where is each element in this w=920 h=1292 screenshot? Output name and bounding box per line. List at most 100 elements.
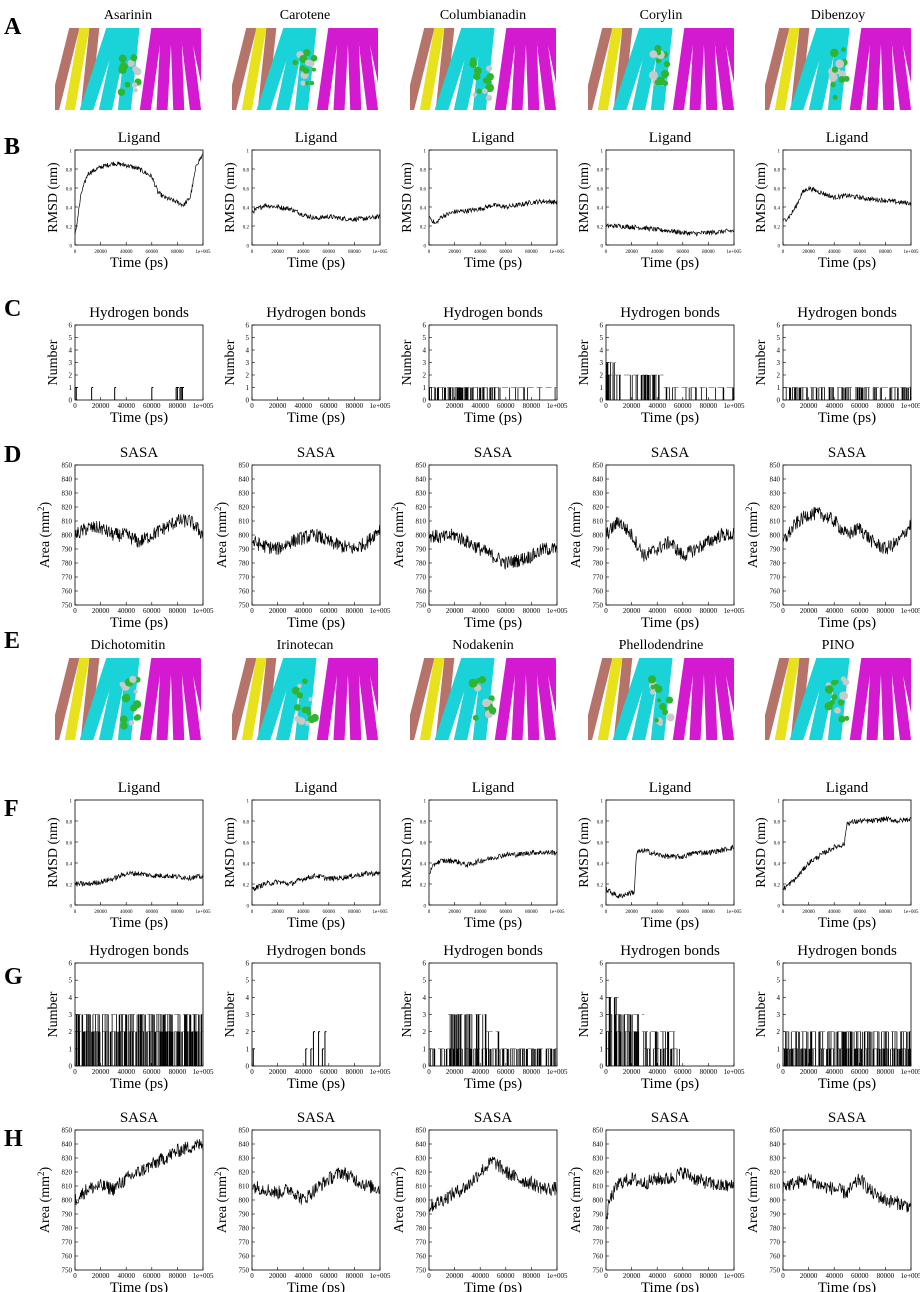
structure-image bbox=[588, 658, 734, 740]
x-tick-label: 80000 bbox=[877, 1272, 895, 1280]
y-tick-label: 790 bbox=[770, 546, 781, 554]
y-tick-label: 0 bbox=[778, 905, 781, 910]
helix-left bbox=[232, 28, 257, 110]
x-tick-label: 1e+005 bbox=[192, 402, 214, 410]
x-tick-label: 80000 bbox=[348, 910, 361, 915]
plot-frame bbox=[428, 149, 558, 246]
y-tick-label: 810 bbox=[62, 1183, 73, 1191]
helix-cyan bbox=[275, 28, 307, 110]
helix-magenta bbox=[333, 28, 350, 110]
x-tick-label: 0 bbox=[74, 250, 77, 255]
ligand-atom bbox=[128, 720, 135, 726]
ligand-atom bbox=[133, 715, 139, 721]
x-tick-label: 1e+005 bbox=[900, 402, 920, 410]
plot-F-irinotecan: Ligand 0 0.2 0.4 0.6 0.8 1 0 20000 40000 60000 8000… bbox=[223, 780, 388, 931]
plot-title: Hydrogen bonds bbox=[266, 305, 366, 321]
x-axis-label: Time (ps) bbox=[818, 410, 876, 426]
y-axis-label-sup: 2 bbox=[567, 507, 577, 512]
y-tick-label: 800 bbox=[770, 1197, 781, 1205]
plot-G-nodakenin: Hydrogen bonds 0 1 2 3 4 5 6 0 20000 40000 60000 800… bbox=[400, 943, 568, 1092]
y-axis-label: Area (mm2) bbox=[567, 502, 584, 569]
y-tick-label: 790 bbox=[416, 546, 427, 554]
y-axis-label: RMSD (nm) bbox=[754, 162, 769, 233]
helix-cyan bbox=[434, 28, 474, 110]
y-tick-label: 3 bbox=[246, 1011, 250, 1019]
y-tick-label: 0.8 bbox=[597, 821, 604, 826]
helix-magenta bbox=[712, 658, 734, 740]
x-tick-label: 20000 bbox=[623, 402, 641, 410]
ligand-atom bbox=[299, 54, 308, 64]
y-tick-label: 760 bbox=[770, 588, 781, 596]
y-axis-label: Number bbox=[577, 339, 592, 385]
y-axis-label: RMSD (nm) bbox=[223, 817, 238, 888]
ligand-atom bbox=[838, 76, 846, 83]
y-axis-label: Area (mm2) bbox=[390, 1167, 407, 1234]
y-tick-label: 0 bbox=[423, 1063, 427, 1071]
plot-frame bbox=[74, 1129, 204, 1271]
ligand-atom bbox=[118, 65, 127, 75]
x-tick-label: 20000 bbox=[625, 910, 638, 915]
x-tick-label: 1e+005 bbox=[369, 402, 391, 410]
panel-letter-H: H bbox=[4, 1126, 23, 1152]
ligand-atom bbox=[824, 702, 833, 711]
y-axis-label-main: Area (mm bbox=[569, 1176, 584, 1233]
x-tick-label: 20000 bbox=[446, 402, 464, 410]
helix-left bbox=[232, 658, 257, 740]
y-tick-label: 780 bbox=[770, 560, 781, 568]
y-tick-label: 0.6 bbox=[420, 842, 427, 847]
x-tick-label: 0 bbox=[73, 607, 77, 615]
plot-C-dibenzoy: Hydrogen bonds 0 1 2 3 4 5 6 0 20000 40000 60000 800… bbox=[754, 305, 920, 426]
y-tick-label: 5 bbox=[777, 977, 781, 985]
helix-magenta bbox=[880, 28, 895, 110]
x-axis-label: Time (ps) bbox=[464, 1280, 522, 1292]
y-axis-label: Area (mm2) bbox=[213, 502, 230, 569]
y-tick-label: 3 bbox=[423, 1011, 427, 1019]
x-tick-label: 1e+005 bbox=[369, 607, 391, 615]
ligand-atom bbox=[119, 715, 128, 724]
y-tick-label: 780 bbox=[416, 1225, 427, 1233]
y-tick-label: 760 bbox=[62, 588, 73, 596]
x-tick-label: 40000 bbox=[120, 910, 133, 915]
x-tick-label: 0 bbox=[427, 402, 431, 410]
y-tick-label: 800 bbox=[62, 1197, 73, 1205]
y-tick-label: 4 bbox=[246, 347, 250, 355]
y-tick-label: 6 bbox=[69, 960, 73, 968]
y-tick-label: 4 bbox=[246, 994, 250, 1002]
x-axis-label: Time (ps) bbox=[110, 915, 168, 931]
plot-frame bbox=[428, 799, 558, 906]
y-tick-label: 0.4 bbox=[243, 863, 250, 868]
ligand-atom bbox=[485, 94, 493, 102]
x-tick-label: 40000 bbox=[471, 607, 489, 615]
x-tick-label: 60000 bbox=[497, 402, 515, 410]
y-tick-label: 760 bbox=[239, 588, 250, 596]
plot-frame bbox=[74, 324, 204, 401]
y-tick-label: 3 bbox=[777, 1011, 781, 1019]
helix-left bbox=[64, 658, 90, 740]
x-tick-label: 20000 bbox=[269, 1068, 287, 1076]
x-tick-label: 80000 bbox=[169, 607, 187, 615]
ligand-atom bbox=[649, 50, 658, 59]
y-tick-label: 790 bbox=[239, 1211, 250, 1219]
y-tick-label: 4 bbox=[69, 347, 73, 355]
plot-title: Ligand bbox=[295, 130, 338, 146]
plot-D-asarinin: SASA 750 760 770 780 790 800 810 820 830 840 850 0 20… bbox=[36, 445, 214, 631]
y-tick-label: 0 bbox=[777, 397, 781, 405]
helix-magenta bbox=[898, 28, 911, 110]
y-tick-label: 2 bbox=[423, 372, 427, 380]
y-axis-label-end: ) bbox=[215, 1167, 230, 1172]
y-tick-label: 840 bbox=[62, 476, 73, 484]
x-tick-label: 20000 bbox=[269, 607, 287, 615]
ligand-atom bbox=[309, 80, 315, 86]
helix-magenta bbox=[849, 658, 873, 740]
ligand-atom bbox=[663, 60, 671, 68]
helix-magenta bbox=[494, 658, 518, 740]
helix-magenta bbox=[712, 28, 734, 110]
y-tick-label: 5 bbox=[777, 334, 781, 342]
plot-title: Hydrogen bonds bbox=[797, 305, 897, 321]
y-tick-label: 1 bbox=[777, 384, 781, 392]
y-tick-label: 0.4 bbox=[420, 207, 427, 212]
helix-cyan bbox=[650, 658, 673, 740]
x-axis-label: Time (ps) bbox=[287, 255, 345, 271]
x-tick-label: 1e+005 bbox=[192, 1068, 214, 1076]
plot-title: SASA bbox=[474, 445, 513, 461]
